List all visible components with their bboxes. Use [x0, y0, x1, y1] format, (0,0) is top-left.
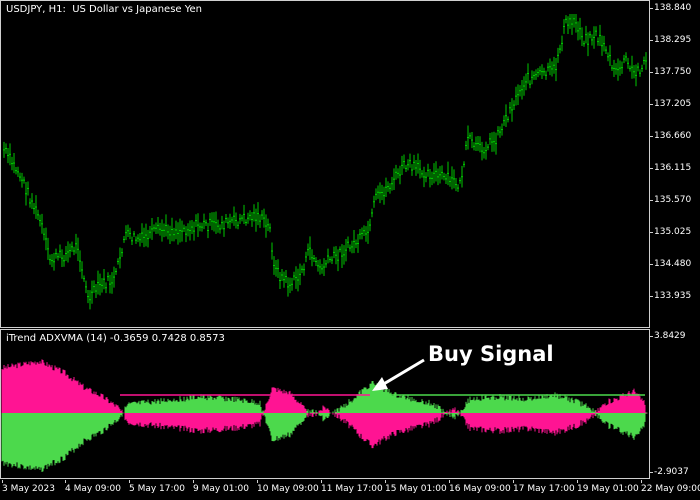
indicator-histogram [1, 359, 648, 473]
price-label: 136.660 [654, 131, 692, 141]
time-tick [193, 480, 194, 483]
time-label: 9 May 01:00 [193, 484, 249, 494]
price-tick [650, 104, 653, 105]
price-label: 137.205 [654, 99, 692, 109]
price-tick [650, 168, 653, 169]
price-label: 137.750 [654, 67, 692, 77]
price-chart-pane[interactable]: USDJPY, H1: US Dollar vs Japanese Yen [0, 0, 650, 328]
buy-signal-label: Buy Signal [428, 342, 554, 366]
time-label: 15 May 01:00 [385, 484, 447, 494]
indicator-scale-bottom: -2.9037 [654, 467, 689, 477]
price-tick [650, 232, 653, 233]
time-label: 4 May 09:00 [65, 484, 121, 494]
indicator-pane[interactable]: iTrend ADXVMA (14) -0.3659 0.7428 0.8573 [0, 329, 650, 479]
price-candles [3, 14, 647, 310]
price-tick [650, 8, 653, 9]
price-label: 134.480 [654, 259, 692, 269]
indicator-title: iTrend ADXVMA (14) -0.3659 0.7428 0.8573 [6, 333, 225, 344]
time-label: 19 May 01:00 [577, 484, 639, 494]
time-tick [577, 480, 578, 483]
price-label: 136.115 [654, 163, 692, 173]
time-tick [641, 480, 642, 483]
price-axis[interactable]: 138.840 138.295 137.750 137.205 136.660 … [650, 0, 700, 480]
time-label: 22 May 09:00 [641, 484, 700, 494]
time-label: 11 May 17:00 [321, 484, 383, 494]
time-axis[interactable]: 3 May 2023 4 May 09:00 5 May 17:00 9 May… [0, 480, 700, 500]
price-label: 133.935 [654, 291, 692, 301]
time-label: 3 May 2023 [2, 484, 55, 494]
indicator-tick [650, 472, 653, 473]
price-tick [650, 136, 653, 137]
chart-title: USDJPY, H1: US Dollar vs Japanese Yen [6, 4, 203, 15]
time-tick [449, 480, 450, 483]
price-tick [650, 296, 653, 297]
time-label: 10 May 09:00 [257, 484, 319, 494]
price-tick [650, 200, 653, 201]
time-tick [65, 480, 66, 483]
price-label: 135.025 [654, 227, 692, 237]
price-tick [650, 264, 653, 265]
price-label: 138.295 [654, 35, 692, 45]
time-tick [513, 480, 514, 483]
time-label: 5 May 17:00 [129, 484, 185, 494]
time-tick [2, 480, 3, 483]
indicator-tick [650, 336, 653, 337]
time-label: 17 May 17:00 [513, 484, 575, 494]
indicator-scale-top: 3.8429 [654, 331, 686, 341]
price-tick [650, 40, 653, 41]
time-label: 16 May 09:00 [449, 484, 511, 494]
price-label: 138.840 [654, 3, 692, 13]
time-tick [385, 480, 386, 483]
price-tick [650, 72, 653, 73]
price-label: 135.570 [654, 195, 692, 205]
time-tick [257, 480, 258, 483]
time-tick [321, 480, 322, 483]
time-tick [129, 480, 130, 483]
